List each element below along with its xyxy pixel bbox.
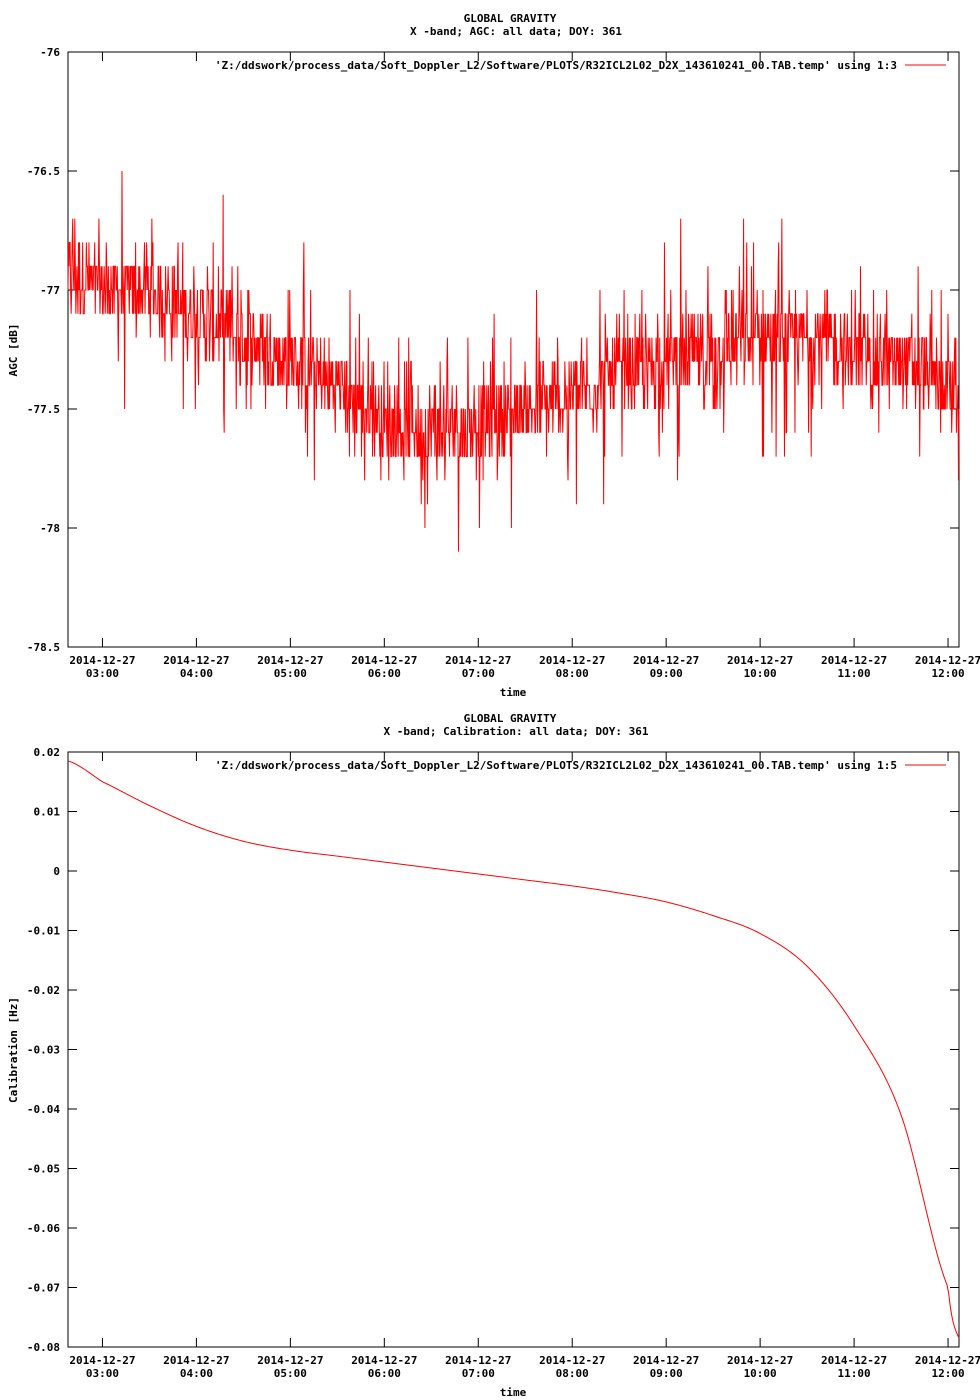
y-axis-label: Calibration [Hz]: [7, 997, 20, 1103]
plot-frame: [67, 51, 960, 648]
x-tick-date-label: 2014-12-27: [163, 654, 229, 667]
y-tick-label: 0.01: [34, 806, 61, 819]
x-tick-time-label: 10:00: [744, 667, 777, 680]
x-tick-date-label: 2014-12-27: [633, 654, 699, 667]
legend-label: 'Z:/ddswork/process_data/Soft_Doppler_L2…: [215, 759, 897, 772]
y-tick-label: -0.05: [27, 1163, 60, 1176]
x-tick-time-label: 12:00: [931, 1367, 964, 1380]
x-tick-time-label: 03:00: [86, 1367, 119, 1380]
y-tick-label: -76.5: [27, 165, 60, 178]
y-tick-label: -0.01: [27, 925, 60, 938]
y-axis: -76 -76.5 -77 -77.5 -78 -78.5: [27, 46, 959, 654]
calibration-series-line: [67, 760, 960, 1339]
x-tick-date-label: 2014-12-27: [633, 1354, 699, 1367]
x-tick-time-label: 03:00: [86, 667, 119, 680]
y-tick-label: -0.06: [27, 1222, 60, 1235]
x-tick-date-label: 2014-12-27: [821, 654, 887, 667]
y-tick-label: 0.02: [34, 746, 61, 759]
x-tick-date-label: 2014-12-27: [915, 1354, 980, 1367]
x-tick-date-label: 2014-12-27: [69, 654, 135, 667]
y-tick-label: -0.02: [27, 984, 60, 997]
x-tick-date-label: 2014-12-27: [445, 654, 511, 667]
x-tick-date-label: 2014-12-27: [257, 1354, 323, 1367]
y-tick-label: -77: [40, 284, 60, 297]
y-tick-label: -0.03: [27, 1044, 60, 1057]
x-tick-time-label: 08:00: [556, 667, 589, 680]
x-tick-date-label: 2014-12-27: [915, 654, 980, 667]
x-tick-date-label: 2014-12-27: [69, 1354, 135, 1367]
x-tick-date-label: 2014-12-27: [163, 1354, 229, 1367]
y-axis-label: AGC [dB]: [7, 324, 20, 377]
x-tick-time-label: 05:00: [274, 1367, 307, 1380]
y-tick-label: -0.08: [27, 1341, 60, 1354]
x-tick-date-label: 2014-12-27: [539, 654, 605, 667]
x-tick-date-label: 2014-12-27: [821, 1354, 887, 1367]
legend-label: 'Z:/ddswork/process_data/Soft_Doppler_L2…: [215, 59, 897, 72]
x-tick-time-label: 04:00: [180, 667, 213, 680]
y-tick-label: -78: [40, 522, 60, 535]
x-tick-time-label: 10:00: [744, 1367, 777, 1380]
x-axis-label: time: [500, 686, 527, 699]
x-tick-date-label: 2014-12-27: [727, 1354, 793, 1367]
x-tick-date-label: 2014-12-27: [539, 1354, 605, 1367]
chart-subtitle: X -band; Calibration: all data; DOY: 361: [384, 725, 649, 738]
x-tick-time-label: 08:00: [556, 1367, 589, 1380]
y-tick-label: -77.5: [27, 403, 60, 416]
y-tick-label: -0.04: [27, 1103, 60, 1116]
calibration-chart: GLOBAL GRAVITY X -band; Calibration: all…: [7, 712, 980, 1399]
x-axis-label: time: [500, 1386, 527, 1399]
chart-title: GLOBAL GRAVITY: [464, 12, 557, 25]
x-tick-time-label: 05:00: [274, 667, 307, 680]
x-tick-time-label: 06:00: [368, 1367, 401, 1380]
x-tick-time-label: 11:00: [838, 667, 871, 680]
x-tick-time-label: 09:00: [650, 667, 683, 680]
x-tick-date-label: 2014-12-27: [445, 1354, 511, 1367]
x-tick-time-label: 07:00: [462, 667, 495, 680]
x-tick-time-label: 06:00: [368, 667, 401, 680]
x-tick-time-label: 09:00: [650, 1367, 683, 1380]
y-tick-label: -0.07: [27, 1282, 60, 1295]
x-tick-time-label: 07:00: [462, 1367, 495, 1380]
chart-subtitle: X -band; AGC: all data; DOY: 361: [410, 25, 622, 38]
chart-title: GLOBAL GRAVITY: [464, 712, 557, 725]
y-tick-label: 0: [53, 865, 60, 878]
x-axis: 2014-12-2703:002014-12-2704:002014-12-27…: [69, 52, 980, 680]
y-tick-label: -78.5: [27, 641, 60, 654]
x-tick-time-label: 11:00: [838, 1367, 871, 1380]
y-axis: 0.02 0.01 0 -0.01 -0.02 -0.03 -0.04 -0.05 -0.06 -…: [27, 746, 959, 1354]
x-tick-date-label: 2014-12-27: [257, 654, 323, 667]
y-tick-label: -76: [40, 46, 60, 59]
plot-frame: [67, 751, 960, 1348]
agc-series-line: [67, 170, 960, 552]
x-axis: 2014-12-2703:002014-12-2704:002014-12-27…: [69, 752, 980, 1380]
x-tick-date-label: 2014-12-27: [727, 654, 793, 667]
x-tick-date-label: 2014-12-27: [351, 1354, 417, 1367]
agc-chart: GLOBAL GRAVITY X -band; AGC: all data; D…: [7, 12, 980, 699]
x-tick-time-label: 12:00: [931, 667, 964, 680]
x-tick-time-label: 04:00: [180, 1367, 213, 1380]
x-tick-date-label: 2014-12-27: [351, 654, 417, 667]
